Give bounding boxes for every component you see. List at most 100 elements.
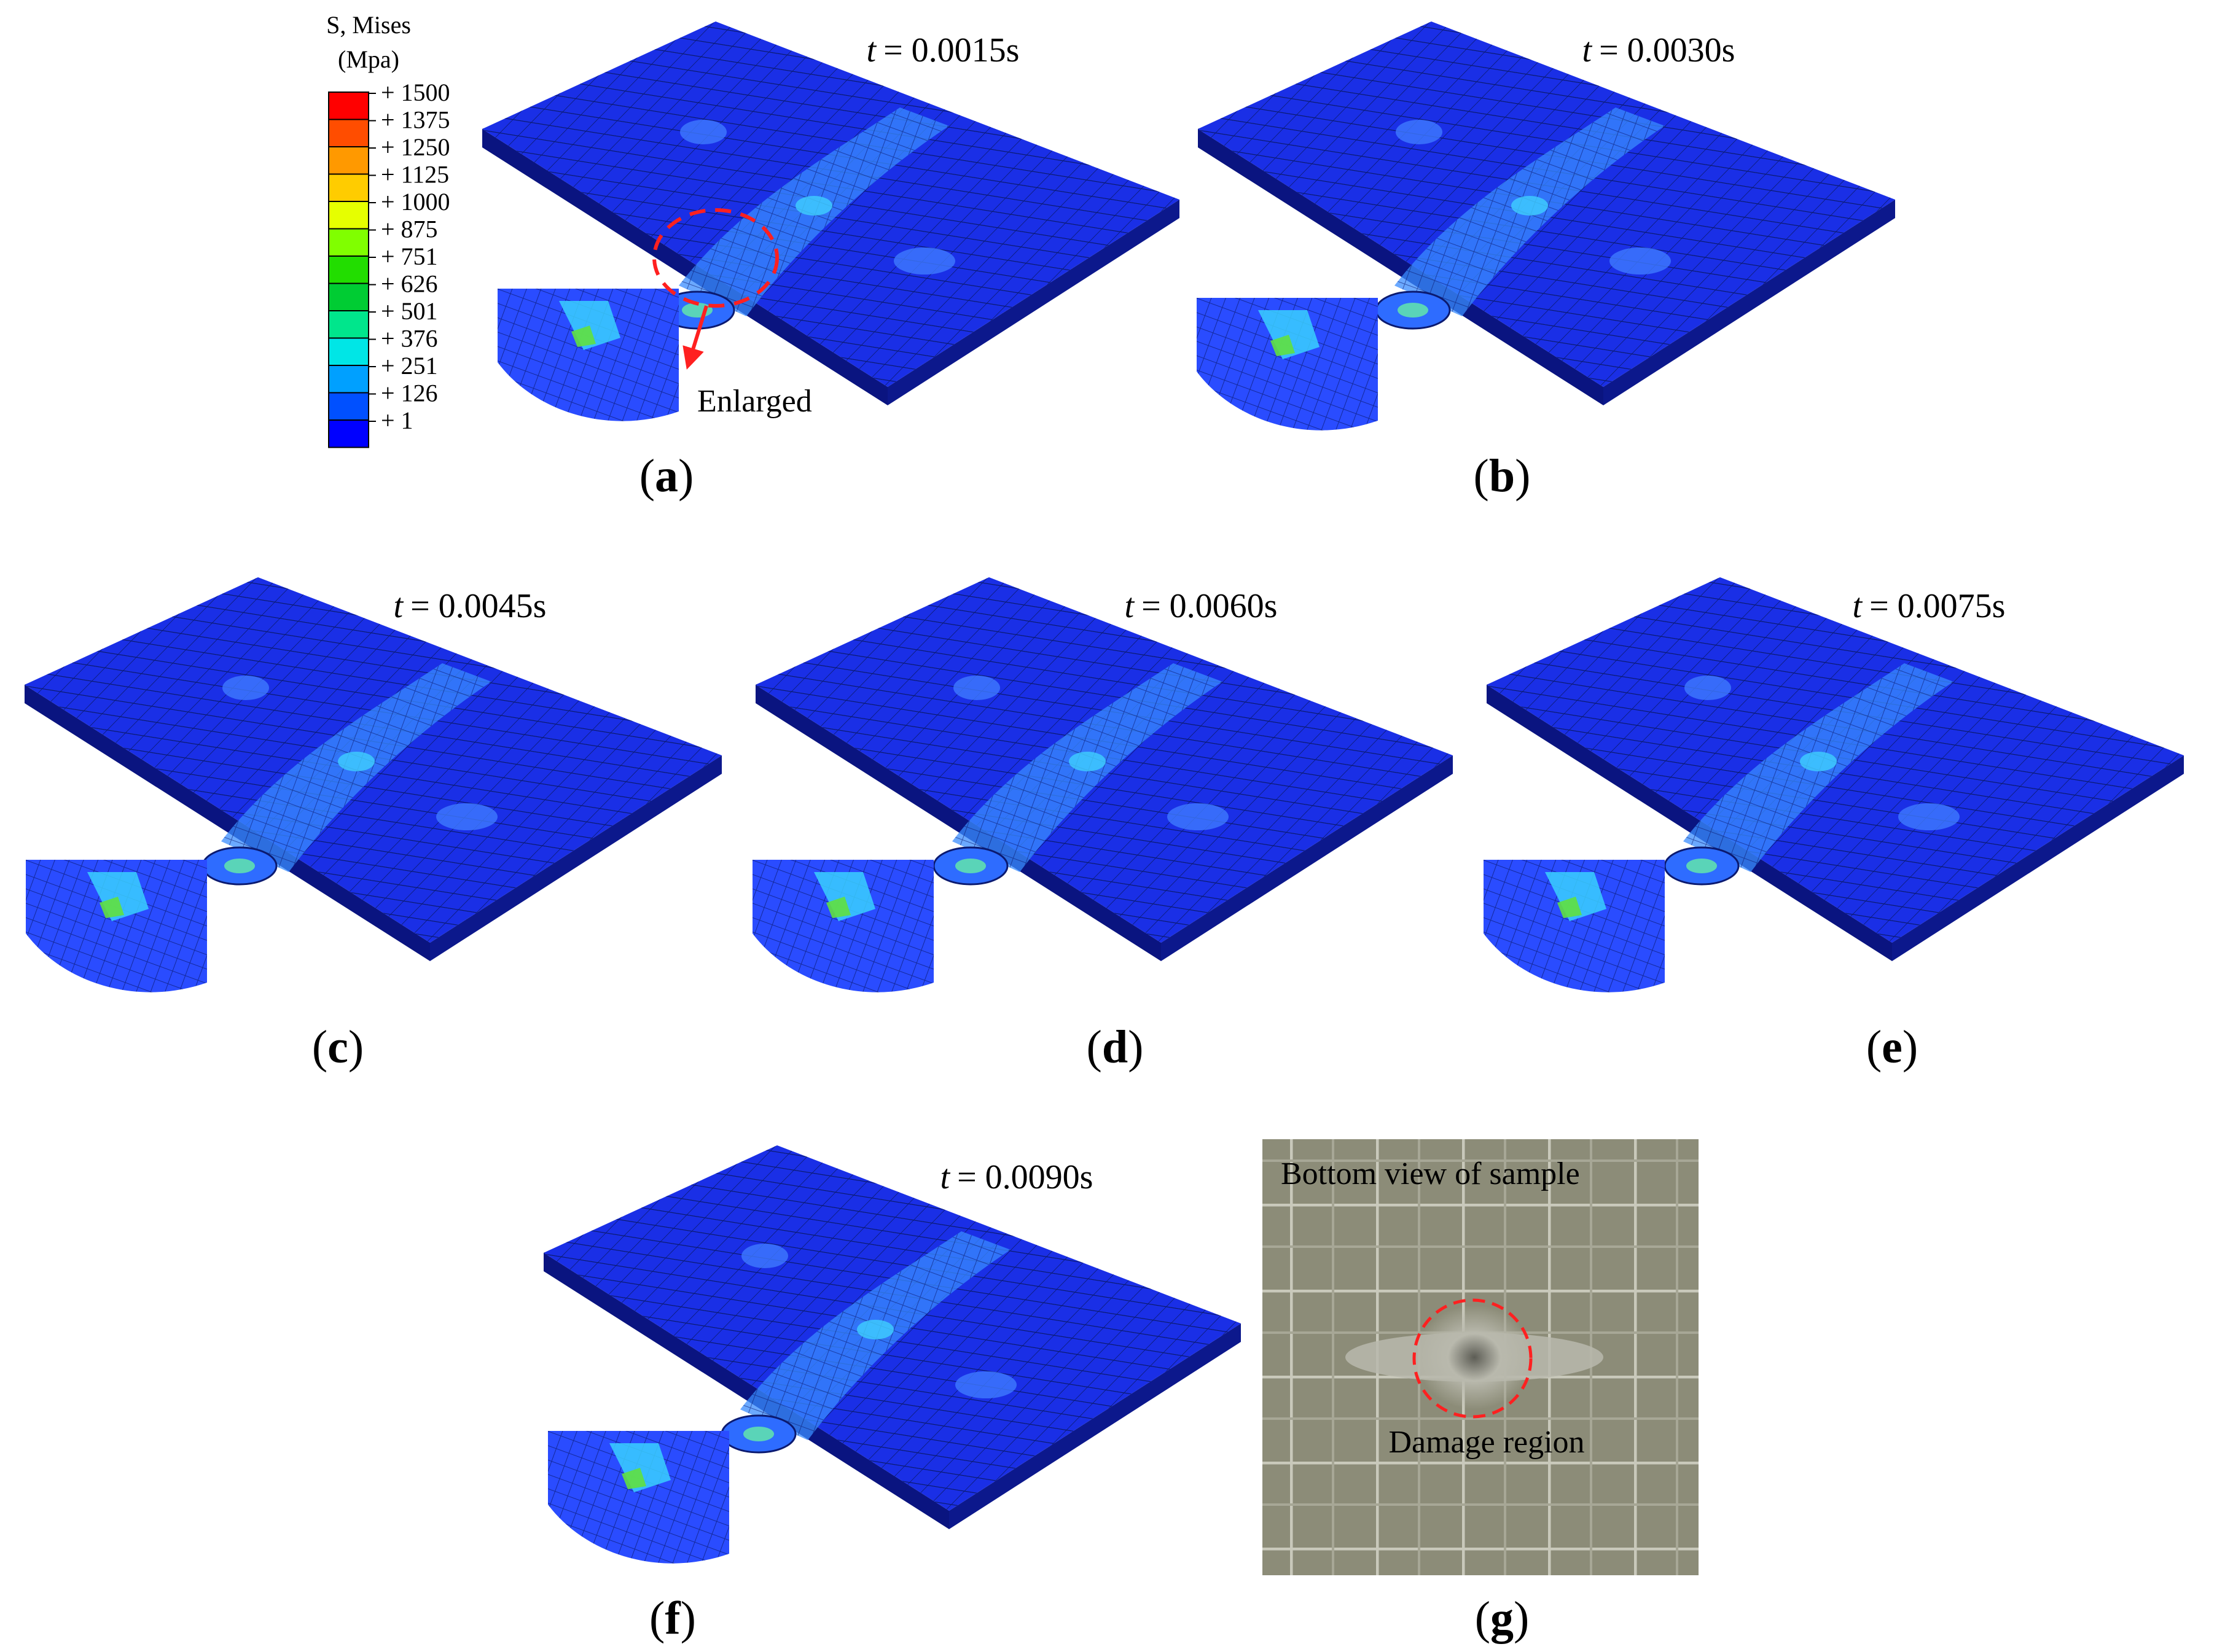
plates [25,21,2184,1572]
plate-side-front [25,685,430,961]
plate-side-right [1603,200,1895,405]
time-value: = 0.0030s [1599,31,1735,69]
plate-b [1197,21,1895,439]
legend-label: + 875 [381,216,438,243]
legend-swatch [328,310,369,339]
legend-swatch [328,419,369,448]
stress-patch [741,1244,788,1268]
legend-label: + 1250 [381,133,450,161]
stress-patch [1800,752,1837,771]
legend-items: + 1500+ 1375+ 1250+ 1125+ 1000+ 875+ 751… [328,79,450,448]
inset-e [1484,860,1665,1001]
plate-a [482,21,1179,430]
plate-c [25,577,722,1001]
plate-side-front [482,129,888,405]
inset-b [1197,298,1378,439]
inset-c [26,860,207,1001]
photo-title: Bottom view of sample [1281,1156,1580,1191]
enlarged-label: Enlarged [697,384,812,419]
stress-patch [436,803,498,830]
legend-swatch [328,392,369,421]
stress-patch [953,676,1000,700]
time-var: t [1125,587,1135,625]
plate-side-front [1198,129,1603,405]
time-label-e: t = 0.0075s [1853,587,2006,625]
inset-hotspot [571,325,596,347]
inset-hotspot [1270,335,1295,356]
enlarge-arrow [682,305,708,370]
stress-patch [1684,676,1731,700]
highlight-circle [652,208,779,308]
panel-label-b: (b) [1474,450,1531,502]
inset-hotspot [1557,897,1582,918]
stress-legend: S, Mises (Mpa) + 1500+ 1375+ 1250+ 1125+… [326,11,450,448]
stress-patch [1069,752,1106,771]
legend-label: + 626 [381,270,438,298]
inset-hotspot [622,1468,646,1489]
legend-swatch [328,119,369,147]
impact-core [1398,303,1428,318]
enlarged-callout: Enlarged [652,208,812,419]
photo-panel: Bottom view of sample Damage region [1262,1139,1699,1575]
panel-letter: b [1489,450,1515,502]
plate-side-right [1892,755,2184,961]
time-value: = 0.0045s [410,587,546,625]
stress-patch [680,120,727,144]
plate-side-right [430,755,722,961]
legend-swatch [328,201,369,230]
legend-swatch [328,92,369,120]
damage-spot [1416,1305,1533,1409]
time-value: = 0.0060s [1141,587,1277,625]
impact-core [743,1427,774,1441]
impact-core [955,859,986,873]
plate-e [1484,577,2184,1001]
legend-title: S, Mises [326,11,411,39]
inset-cutout [1197,372,1378,439]
panel-letter: g [1490,1592,1514,1644]
legend-swatch [328,173,369,202]
legend-label: + 126 [381,380,438,407]
plate-f [544,1145,1241,1572]
time-value: = 0.0075s [1869,587,2005,625]
panel-letter: e [1882,1021,1902,1073]
plate-side-front [756,685,1161,961]
time-label-c: t = 0.0045s [394,587,547,625]
panel-label-d: (d) [1087,1021,1144,1073]
time-value: = 0.0015s [883,31,1019,69]
stress-patch [1898,803,1960,830]
inset-cutout [1484,933,1665,1001]
panel-letter: a [655,450,678,502]
panel-letter: c [327,1021,348,1073]
plate-side-front [1487,685,1892,961]
inset-cutout [498,362,679,430]
inset-f [548,1431,729,1572]
time-label-a: t = 0.0015s [867,31,1020,69]
stress-patch [796,196,832,216]
panel-letter: d [1102,1021,1128,1073]
legend-swatch [328,146,369,175]
plate-side-front [544,1253,949,1529]
panel-label-c: (c) [312,1021,364,1073]
time-var: t [394,587,404,625]
stress-patch [857,1320,894,1339]
legend-swatch [328,228,369,257]
legend-label: + 376 [381,325,438,353]
inset-hotspot [826,897,851,918]
inset-cutout [548,1505,729,1572]
time-label-f: t = 0.0090s [940,1158,1093,1196]
plate-side-right [1161,755,1453,961]
stress-patch [1167,803,1229,830]
inset-a [498,289,679,430]
stress-patch [338,752,375,771]
panel-label-g: (g) [1475,1592,1530,1644]
legend-swatch [328,337,369,366]
plate-d [753,577,1453,1001]
damage-circle [1412,1298,1533,1419]
legend-label: + 1125 [381,161,449,189]
legend-label: + 1 [381,407,413,434]
stress-patch [1396,120,1442,144]
legend-unit: (Mpa) [338,45,399,73]
legend-swatch [328,282,369,311]
